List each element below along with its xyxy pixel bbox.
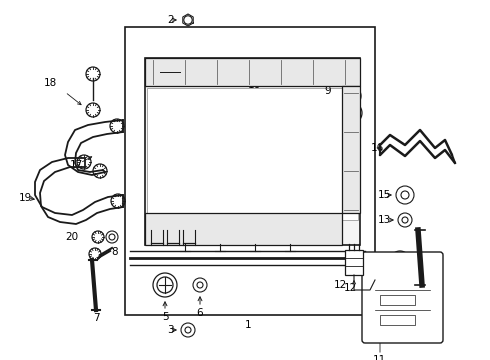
Bar [125, 27, 375, 315]
Text: 4: 4 [362, 265, 368, 275]
Text: 13: 13 [378, 215, 391, 225]
Text: 8: 8 [112, 247, 118, 257]
Text: 17: 17 [70, 160, 83, 170]
Bar [145, 213, 342, 245]
Text: 3: 3 [168, 325, 174, 335]
Polygon shape [145, 58, 360, 86]
Bar [380, 295, 415, 305]
Text: 10: 10 [248, 80, 261, 90]
Text: 18: 18 [44, 78, 57, 88]
FancyBboxPatch shape [362, 252, 443, 343]
Text: 12: 12 [333, 280, 346, 290]
Text: 6: 6 [196, 308, 203, 318]
Bar [147, 88, 358, 220]
Text: 15: 15 [378, 190, 391, 200]
Text: 12: 12 [343, 283, 357, 293]
Text: 7: 7 [93, 313, 99, 323]
Text: 11: 11 [373, 355, 386, 360]
Text: 19: 19 [19, 193, 32, 203]
Text: 2: 2 [168, 15, 174, 25]
Bar [342, 86, 360, 213]
Text: 16: 16 [371, 143, 384, 153]
Text: 9: 9 [325, 86, 331, 96]
Text: 20: 20 [66, 232, 78, 242]
Text: 5: 5 [162, 312, 168, 322]
Bar [145, 58, 360, 245]
Bar [380, 315, 415, 325]
Text: 14: 14 [393, 253, 406, 263]
Bar [345, 250, 363, 275]
Text: 1: 1 [245, 320, 251, 330]
